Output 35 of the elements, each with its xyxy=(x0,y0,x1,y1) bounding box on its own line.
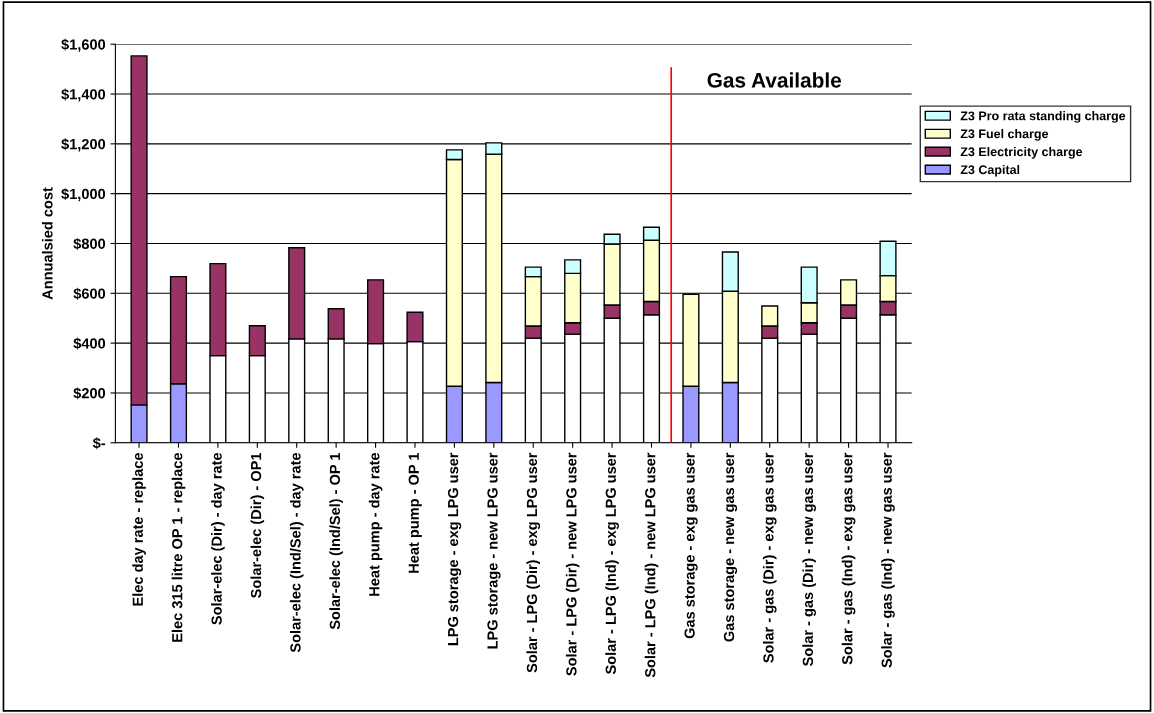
x-tick-label: Solar - gas (Ind) - exg gas user xyxy=(841,452,856,665)
legend-label: Z3 Fuel charge xyxy=(960,129,1049,141)
x-tick-label: Solar-elec (Ind/Sel) - OP 1 xyxy=(329,452,343,630)
legend-label: Z3 Pro rata standing charge xyxy=(960,111,1126,123)
x-tick-label: Solar - LPG (Dir) - new LPG user xyxy=(565,452,580,676)
y-tick-label: $600 xyxy=(73,287,106,300)
ref-line-label: Gas Available xyxy=(707,72,842,88)
y-tick-label: $800 xyxy=(73,237,106,250)
y-tick-label: $1,400 xyxy=(61,88,106,102)
x-tick-label: Gas storage - exg gas user xyxy=(684,452,698,639)
x-tick-label: Elec day rate - replace xyxy=(132,452,146,606)
x-tick-label: Solar - gas (Dir) - new gas user xyxy=(802,452,816,667)
y-tick-label: $1,600 xyxy=(61,38,106,52)
y-tick-label: $400 xyxy=(73,337,106,350)
x-tick-label: LPG storage - new LPG user xyxy=(487,452,501,649)
x-tick-label: Heat pump - day rate xyxy=(368,452,383,596)
y-tick-label: $- xyxy=(92,437,106,450)
x-tick-label: Solar - gas (Dir) - exg gas user xyxy=(762,452,777,663)
x-tick-label: Solar - LPG (Dir) - exg LPG user xyxy=(526,452,541,673)
x-tick-label: Heat pump - OP 1 xyxy=(408,452,422,573)
legend-label: Z3 Electricity charge xyxy=(960,147,1083,159)
y-tick-label: $1,000 xyxy=(61,188,106,202)
x-tick-label: Elec 315 litre OP 1 - replace xyxy=(171,452,186,642)
x-tick-label: Solar - LPG (Ind) - exg LPG user xyxy=(605,452,619,675)
y-tick-label: $1,200 xyxy=(61,138,106,152)
y-axis-title: Annualsied cost xyxy=(41,187,53,300)
x-tick-label: Gas storage - new gas user xyxy=(723,452,738,642)
x-tick-label: Solar - gas (Ind) - new gas user xyxy=(881,452,895,668)
x-tick-label: Solar-elec (Dir) - OP1 xyxy=(250,452,265,598)
legend-label: Z3 Capital xyxy=(960,164,1020,177)
y-tick-label: $200 xyxy=(73,387,106,400)
x-tick-label: Solar - LPG (Ind) - new LPG user xyxy=(644,452,659,678)
x-tick-label: Solar-elec (Ind/Sel) - day rate xyxy=(289,452,304,653)
x-tick-label: LPG storage - exg LPG user xyxy=(447,452,462,646)
x-tick-label: Solar-elec (Dir) - day rate xyxy=(211,452,225,625)
